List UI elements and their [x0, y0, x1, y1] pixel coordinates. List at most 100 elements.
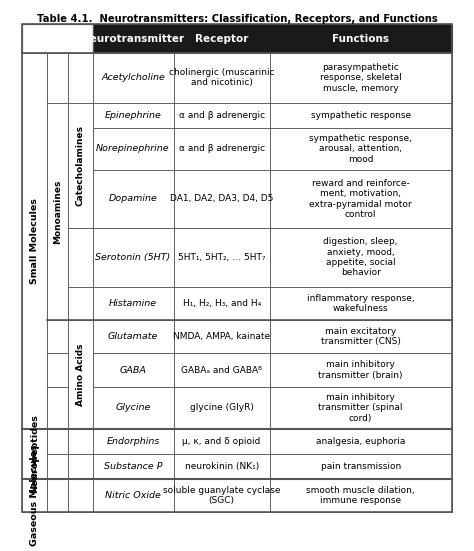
Bar [22, 53, 46, 429]
Text: Small Molecules: Small Molecules [30, 198, 39, 284]
Bar [173, 53, 270, 103]
Bar [92, 53, 173, 103]
Text: Glutamate: Glutamate [108, 332, 158, 341]
Text: analgesia, euphoria: analgesia, euphoria [316, 436, 405, 446]
Text: glycine (GlyR): glycine (GlyR) [190, 403, 254, 412]
Bar [270, 320, 452, 353]
Bar [68, 53, 92, 103]
Text: sympathetic response,
arousal, attention,
mood: sympathetic response, arousal, attention… [309, 134, 412, 164]
Bar [68, 453, 92, 479]
Text: NMDA, AMPA, kainate: NMDA, AMPA, kainate [173, 332, 270, 341]
Text: neurokinin (NK₁): neurokinin (NK₁) [184, 462, 259, 471]
Text: Monoamines: Monoamines [53, 179, 62, 244]
Bar [46, 53, 68, 103]
Bar [46, 453, 68, 479]
Text: Norepinephrine: Norepinephrine [96, 144, 170, 153]
Bar [270, 387, 452, 429]
Bar [92, 320, 173, 353]
Text: μ, κ, and δ opioid: μ, κ, and δ opioid [182, 436, 261, 446]
Bar [92, 103, 173, 128]
Bar [173, 128, 270, 170]
Bar [92, 287, 173, 320]
Text: main inhibitory
transmitter (spinal
cord): main inhibitory transmitter (spinal cord… [319, 393, 403, 423]
Bar [68, 479, 92, 512]
Bar [68, 103, 92, 228]
Bar [92, 24, 173, 53]
Bar [68, 287, 92, 320]
Bar [270, 170, 452, 228]
Text: soluble guanylate cyclase
(SGC): soluble guanylate cyclase (SGC) [163, 486, 281, 505]
Text: Dopamine: Dopamine [109, 195, 157, 203]
Bar [173, 387, 270, 429]
Text: reward and reinforce-
ment, motivation,
extra-pyramidal motor
control: reward and reinforce- ment, motivation, … [310, 179, 412, 219]
Text: Nitric Oxide: Nitric Oxide [105, 491, 161, 500]
Bar [22, 479, 46, 512]
Text: Substance P: Substance P [104, 462, 162, 471]
Bar [46, 353, 68, 387]
Bar [270, 103, 452, 128]
Bar [270, 479, 452, 512]
Bar [46, 103, 68, 320]
Text: α and β adrenergic: α and β adrenergic [179, 111, 265, 120]
Bar [68, 228, 92, 287]
Bar [92, 353, 173, 387]
Bar [173, 228, 270, 287]
Bar [270, 128, 452, 170]
Bar [270, 287, 452, 320]
Text: main inhibitory
transmitter (brain): main inhibitory transmitter (brain) [319, 360, 403, 380]
Text: Acetylcholine: Acetylcholine [101, 73, 165, 82]
Bar [173, 353, 270, 387]
Bar [270, 429, 452, 453]
Text: Epinephrine: Epinephrine [105, 111, 162, 120]
Bar [173, 103, 270, 128]
Bar [173, 479, 270, 512]
Text: main excitatory
transmitter (CNS): main excitatory transmitter (CNS) [321, 327, 401, 347]
Bar [46, 479, 68, 512]
Text: α and β adrenergic: α and β adrenergic [179, 144, 265, 153]
Text: Gaseous Molecules: Gaseous Molecules [30, 445, 39, 546]
Text: 5HT₁, 5HT₂, … 5HT₇: 5HT₁, 5HT₂, … 5HT₇ [178, 253, 265, 262]
Bar [92, 429, 173, 453]
Text: Glycine: Glycine [115, 403, 151, 412]
Bar [22, 24, 92, 53]
Bar [270, 353, 452, 387]
Bar [46, 320, 68, 353]
Text: pain transmission: pain transmission [320, 462, 401, 471]
Text: Amino Acids: Amino Acids [76, 343, 85, 406]
Bar [173, 287, 270, 320]
Text: DA1, DA2, DA3, D4, D5: DA1, DA2, DA3, D4, D5 [170, 195, 273, 203]
Text: Endorphins: Endorphins [106, 436, 160, 446]
Text: Catecholamines: Catecholamines [76, 125, 85, 206]
Bar [68, 320, 92, 429]
Bar [173, 24, 270, 53]
Text: Histamine: Histamine [109, 299, 157, 308]
Bar [270, 453, 452, 479]
Text: sympathetic response: sympathetic response [310, 111, 411, 120]
Bar [270, 24, 452, 53]
Text: cholinergic (muscarinic
and nicotinic): cholinergic (muscarinic and nicotinic) [169, 68, 274, 88]
Text: GABA: GABA [119, 366, 146, 375]
Bar [46, 387, 68, 429]
Text: Receptor: Receptor [195, 34, 248, 44]
Text: parasympathetic
response, skeletal
muscle, memory: parasympathetic response, skeletal muscl… [320, 63, 401, 93]
Bar [92, 170, 173, 228]
Bar [68, 429, 92, 453]
Bar [173, 453, 270, 479]
Text: GABAₐ and GABAᴮ: GABAₐ and GABAᴮ [181, 366, 262, 375]
Bar [270, 53, 452, 103]
Text: Neurotransmitter: Neurotransmitter [82, 34, 184, 44]
Bar [92, 453, 173, 479]
Text: H₁, H₂, H₃, and H₄: H₁, H₂, H₃, and H₄ [182, 299, 261, 308]
Bar [270, 228, 452, 287]
Bar [173, 320, 270, 353]
Bar [22, 24, 92, 53]
Bar [92, 128, 173, 170]
Bar [22, 429, 46, 479]
Bar [46, 429, 68, 453]
Bar [92, 387, 173, 429]
Text: inflammatory response,
wakefulness: inflammatory response, wakefulness [307, 294, 414, 313]
Text: Functions: Functions [332, 34, 389, 44]
Bar [92, 228, 173, 287]
Text: Neuropeptides: Neuropeptides [30, 414, 39, 493]
Bar [173, 429, 270, 453]
